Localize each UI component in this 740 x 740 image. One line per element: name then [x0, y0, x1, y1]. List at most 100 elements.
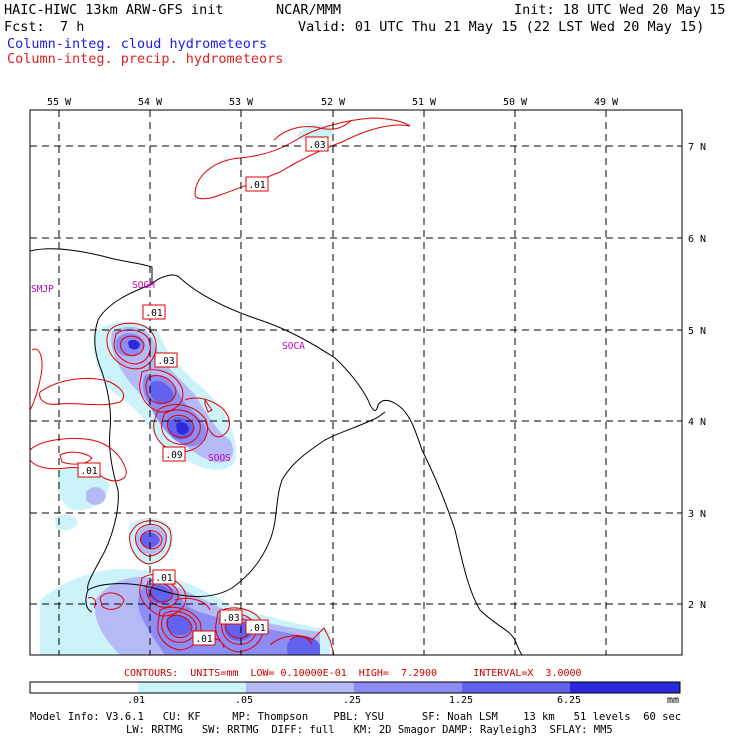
precip-contour-coast-7 — [161, 409, 201, 445]
lat-label-7n: 7 N — [688, 142, 706, 153]
precip-contour-west-3 — [30, 437, 127, 482]
cloud-field-label: Column-integ. cloud hydrometeors — [7, 36, 268, 52]
contour-label-7: .01 — [155, 573, 172, 584]
colorbar-units: mm — [667, 695, 680, 706]
lon-label-54w: 54 W — [138, 97, 163, 108]
lon-label-55w: 55 W — [47, 97, 72, 108]
contour-box-6 — [162, 446, 186, 462]
cloud-fill-core-i — [128, 339, 140, 350]
colorbar — [29, 681, 681, 694]
precip-contour-coast-6 — [153, 404, 208, 453]
cloud-fill-edge-light — [45, 620, 70, 638]
precip-contour-south-11 — [87, 597, 97, 609]
contour-label-2: .01 — [248, 180, 265, 191]
forecast-label: Fcst: — [4, 19, 45, 35]
precip-contour-coast-10 — [204, 398, 213, 413]
map-frame — [29, 109, 683, 656]
colorbar-tick-1: .01 — [127, 695, 146, 706]
precip-contour-mid-1 — [129, 520, 172, 565]
init-time: Init: 18 UTC Wed 20 May 15 — [514, 2, 726, 18]
cloud-fill-core-g — [286, 636, 320, 655]
colorbar-bin-1 — [138, 682, 246, 693]
station-sogm: SOGM — [132, 280, 155, 291]
longitude-labels: 55 W 54 W 53 W 52 W 51 W 50 W 49 W — [47, 97, 619, 108]
contour-label-9: .03 — [222, 613, 239, 624]
precip-contour-mid-3 — [140, 530, 163, 550]
precip-contour-coast-8 — [166, 414, 195, 438]
station-labels: SMJP SOGM SOCA SOOS — [31, 280, 305, 464]
model-info-line1: Model Info: V3.6.1 CU: KF MP: Thompson P… — [30, 711, 682, 723]
precip-contour-coast-5 — [145, 375, 177, 404]
lon-label-50w: 50 W — [503, 97, 528, 108]
colorbar-tick-4: 1.25 — [449, 695, 474, 706]
model-title: HAIC-HIWC 13km ARW-GFS init — [4, 2, 224, 18]
graticule — [30, 110, 682, 655]
precip-contour-coast-3 — [119, 335, 145, 357]
lat-label-3n: 3 N — [688, 509, 706, 520]
precip-contour-layer — [30, 117, 411, 655]
forecast-hours: 7 h — [60, 19, 85, 35]
cloud-fill-core-h — [176, 422, 189, 435]
precip-contour-coast-1 — [106, 322, 157, 370]
lon-label-49w: 49 W — [594, 97, 619, 108]
contour-label-4: .03 — [157, 356, 174, 367]
contour-box-2 — [245, 176, 269, 192]
lon-label-53w: 53 W — [229, 97, 254, 108]
precip-contour-north-b — [273, 119, 353, 141]
latitude-labels: 7 N 6 N 5 N 4 N 3 N 2 N — [688, 142, 706, 611]
contour-label-texts: .03 .01 .01 .03 .01 .09 .01 .01 .03 .01 — [80, 140, 325, 645]
colorbar-tick-2: .05 — [235, 695, 254, 706]
contour-label-6: .09 — [165, 450, 182, 461]
coastline-layer — [30, 248, 523, 655]
contour-label-boxes — [77, 136, 329, 646]
contour-box-3 — [142, 304, 166, 320]
contour-label-5: .01 — [80, 466, 97, 477]
org-label: NCAR/MMM — [276, 2, 342, 18]
cloud-fill-sw-2 — [86, 487, 106, 505]
precip-contour-coast-9 — [184, 397, 230, 438]
contour-box-10 — [245, 619, 269, 635]
lat-label-6n: 6 N — [688, 234, 706, 245]
precip-contour-south-10 — [99, 592, 125, 610]
lon-label-51w: 51 W — [412, 97, 437, 108]
colorbar-bin-0 — [30, 682, 138, 693]
contour-label-10: .01 — [248, 623, 265, 634]
cloud-fill-core-a — [149, 380, 174, 404]
colorbar-frame — [29, 681, 681, 694]
precip-contour-west-1 — [30, 348, 43, 411]
contour-label-8: .01 — [195, 634, 212, 645]
colorbar-bin-2 — [246, 682, 354, 693]
contour-label-3: .01 — [145, 308, 162, 319]
cloud-fill-layer — [40, 124, 334, 655]
cloud-fill-core-e — [165, 615, 192, 636]
lon-label-52w: 52 W — [321, 97, 346, 108]
colorbar-bin-4 — [462, 682, 570, 693]
lat-label-4n: 4 N — [688, 417, 706, 428]
precip-contour-south-6 — [166, 614, 193, 639]
cloud-fill-core-c — [139, 532, 160, 548]
precip-contour-south-12 — [174, 597, 211, 611]
lat-label-5n: 5 N — [688, 326, 706, 337]
station-soca: SOCA — [282, 341, 305, 352]
border-west — [85, 589, 93, 613]
contour-caption: CONTOURS: UNITS=mm LOW= 0.10000E-01 HIGH… — [124, 668, 582, 679]
contour-box-7 — [152, 569, 176, 585]
colorbar-bin-3 — [354, 682, 462, 693]
model-info-line2: LW: RRTMG SW: RRTMG DIFF: full KM: 2D Sm… — [126, 724, 613, 736]
colorbar-tick-5: 6.25 — [557, 695, 582, 706]
precip-contour-south-5 — [161, 610, 197, 643]
border-suriname-guiana — [87, 283, 153, 591]
colorbar-bin-5 — [570, 682, 680, 693]
precip-contour-south-14 — [289, 636, 313, 645]
station-soos: SOOS — [208, 453, 231, 464]
contour-box-9 — [219, 609, 243, 625]
colorbar-tick-3: .25 — [343, 695, 362, 706]
contour-box-1 — [305, 136, 329, 152]
tick-marks — [58, 110, 682, 605]
cloud-fill-south-3 — [138, 582, 300, 655]
precip-contour-west-4 — [59, 451, 93, 465]
precip-field-label: Column-integ. precip. hydrometeors — [7, 51, 284, 67]
border-guiana-brazil — [87, 411, 386, 598]
precip-contour-coast-4 — [139, 369, 184, 413]
